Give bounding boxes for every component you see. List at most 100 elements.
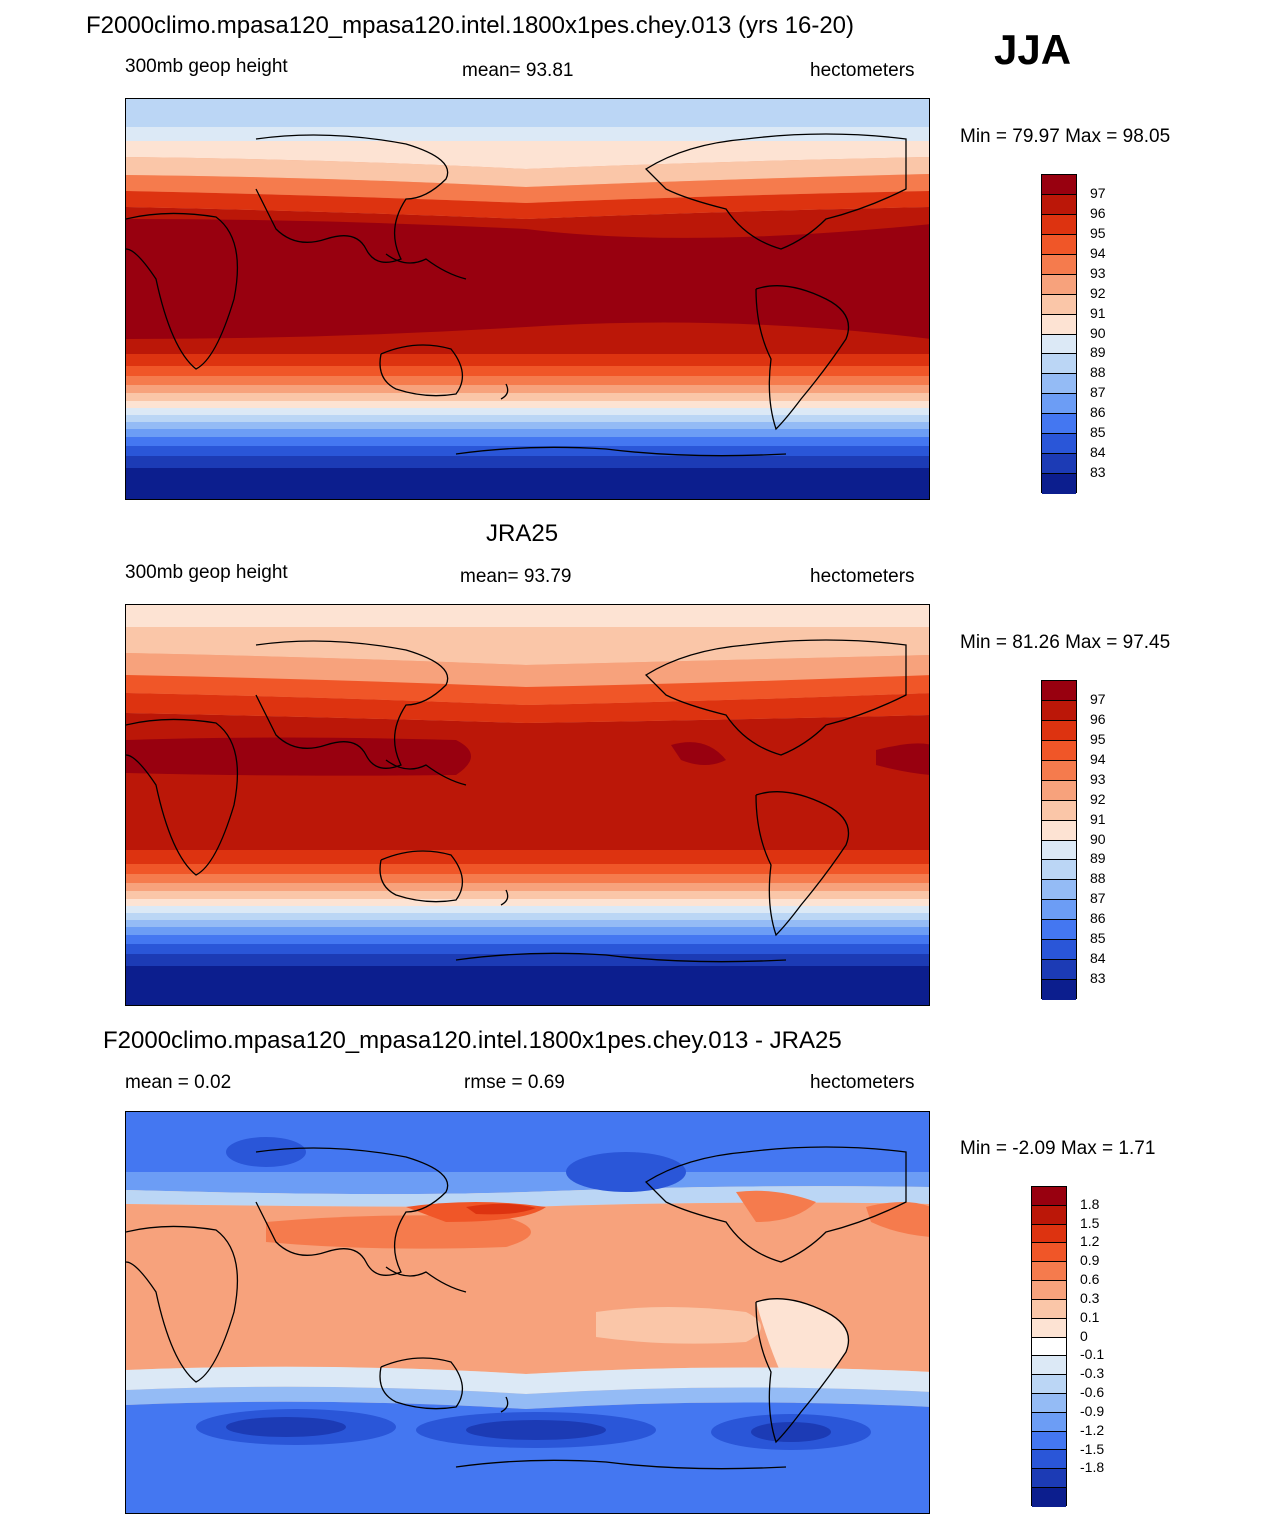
colorbar-swatch: [1042, 840, 1076, 861]
colorbar-swatch: [1032, 1450, 1066, 1470]
colorbar-swatch: [1042, 740, 1076, 761]
colorbar-label: 94: [1090, 750, 1106, 767]
colorbar-label: 91: [1090, 304, 1106, 321]
colorbar-swatch: [1032, 1431, 1066, 1451]
panel1-colorbar: [1041, 174, 1077, 494]
colorbar-swatch: [1042, 760, 1076, 781]
colorbar-label: 0: [1080, 1327, 1088, 1344]
panel3-rmse-label: rmse = 0.69: [464, 1072, 565, 1093]
colorbar-label: 88: [1090, 364, 1106, 381]
panel3-mean-label: mean = 0.02: [125, 1072, 232, 1093]
panel3-colorbar: [1031, 1186, 1067, 1507]
colorbar-swatch: [1032, 1469, 1066, 1488]
colorbar-swatch: [1042, 980, 1076, 1000]
colorbar-swatch: [1042, 880, 1076, 901]
colorbar-swatch: [1032, 1281, 1066, 1300]
colorbar-swatch: [1042, 920, 1076, 941]
panel3-map: [125, 1111, 930, 1514]
panel1-variable-label: 300mb geop height: [125, 56, 288, 77]
colorbar-label: 92: [1090, 790, 1106, 807]
colorbar-swatch: [1042, 434, 1076, 455]
colorbar-label: 1.2: [1080, 1233, 1100, 1250]
colorbar-label: 93: [1090, 770, 1106, 787]
colorbar-swatch: [1042, 700, 1076, 721]
colorbar-label: -0.3: [1080, 1365, 1105, 1382]
panel1-map: [125, 98, 930, 500]
colorbar-swatch: [1032, 1337, 1066, 1357]
panel2-title: JRA25: [486, 520, 559, 547]
colorbar-swatch: [1032, 1243, 1066, 1263]
colorbar-label: 97: [1090, 690, 1106, 707]
panel2-map: [125, 604, 930, 1006]
colorbar-swatch: [1042, 681, 1076, 701]
colorbar-label: 84: [1090, 444, 1106, 461]
panel1-units-label: hectometers: [810, 60, 915, 81]
colorbar-label: 85: [1090, 930, 1106, 947]
panel2-variable-label: 300mb geop height: [125, 562, 288, 583]
colorbar-swatch: [1032, 1224, 1066, 1244]
colorbar-label: -0.1: [1080, 1346, 1105, 1363]
colorbar-label: 90: [1090, 830, 1106, 847]
colorbar-label: 97: [1090, 184, 1106, 201]
season-label: JJA: [994, 26, 1072, 73]
colorbar-label: 89: [1090, 850, 1106, 867]
colorbar-swatch: [1042, 234, 1076, 255]
colorbar-swatch: [1042, 175, 1076, 195]
colorbar-label: 83: [1090, 970, 1106, 987]
colorbar-label: 94: [1090, 244, 1106, 261]
colorbar-swatch: [1032, 1412, 1066, 1432]
colorbar-swatch: [1032, 1488, 1066, 1507]
colorbar-label: 85: [1090, 424, 1106, 441]
colorbar-label: -1.5: [1080, 1440, 1105, 1457]
colorbar-swatch: [1032, 1356, 1066, 1376]
colorbar-label: 87: [1090, 890, 1106, 907]
colorbar-label: 87: [1090, 384, 1106, 401]
panel2-units-label: hectometers: [810, 566, 915, 587]
colorbar-label: 1.8: [1080, 1195, 1100, 1212]
colorbar-swatch: [1042, 394, 1076, 415]
colorbar-swatch: [1042, 960, 1076, 981]
colorbar-swatch: [1042, 900, 1076, 921]
colorbar-swatch: [1042, 334, 1076, 355]
colorbar-label: 95: [1090, 224, 1106, 241]
colorbar-label: 96: [1090, 204, 1106, 221]
figure-title: F2000climo.mpasa120_mpasa120.intel.1800x…: [86, 12, 855, 39]
colorbar-swatch: [1042, 354, 1076, 375]
colorbar-label: 89: [1090, 344, 1106, 361]
colorbar-label: -0.6: [1080, 1384, 1105, 1401]
colorbar-label: 0.6: [1080, 1271, 1100, 1288]
colorbar-swatch: [1042, 294, 1076, 315]
colorbar-swatch: [1042, 940, 1076, 961]
colorbar-swatch: [1032, 1262, 1066, 1282]
panel3-title: F2000climo.mpasa120_mpasa120.intel.1800x…: [103, 1027, 842, 1054]
colorbar-swatch: [1042, 254, 1076, 275]
colorbar-swatch: [1042, 474, 1076, 494]
panel3-minmax: Min = -2.09 Max = 1.71: [960, 1138, 1156, 1159]
colorbar-swatch: [1042, 780, 1076, 801]
panel2-mean-label: mean= 93.79: [460, 566, 572, 587]
colorbar-swatch: [1042, 454, 1076, 475]
panel1-mean-label: mean= 93.81: [462, 60, 574, 81]
colorbar-label: 0.1: [1080, 1308, 1100, 1325]
colorbar-swatch: [1042, 274, 1076, 295]
colorbar-label: 92: [1090, 284, 1106, 301]
colorbar-swatch: [1032, 1375, 1066, 1394]
colorbar-swatch: [1032, 1318, 1066, 1338]
colorbar-swatch: [1042, 800, 1076, 821]
colorbar-label: 91: [1090, 810, 1106, 827]
colorbar-swatch: [1032, 1393, 1066, 1413]
colorbar-swatch: [1042, 214, 1076, 235]
colorbar-label: 96: [1090, 710, 1106, 727]
colorbar-label: 86: [1090, 404, 1106, 421]
colorbar-label: -1.8: [1080, 1459, 1105, 1476]
colorbar-swatch: [1032, 1187, 1066, 1206]
colorbar-label: 1.5: [1080, 1214, 1100, 1231]
colorbar-label: -1.2: [1080, 1421, 1105, 1438]
colorbar-label: 86: [1090, 910, 1106, 927]
colorbar-label: 0.3: [1080, 1289, 1100, 1306]
colorbar-label: 88: [1090, 870, 1106, 887]
colorbar-swatch: [1042, 860, 1076, 881]
colorbar-label: 84: [1090, 950, 1106, 967]
colorbar-swatch: [1042, 374, 1076, 395]
colorbar-swatch: [1042, 720, 1076, 741]
